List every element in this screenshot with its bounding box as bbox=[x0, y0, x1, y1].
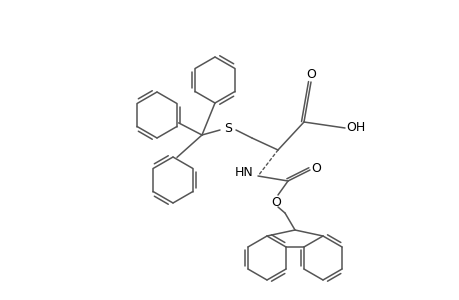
Text: S: S bbox=[224, 122, 231, 134]
Text: O: O bbox=[310, 161, 320, 175]
Text: HN: HN bbox=[234, 166, 253, 178]
Text: OH: OH bbox=[346, 121, 365, 134]
Text: O: O bbox=[270, 196, 280, 209]
Text: O: O bbox=[305, 68, 315, 80]
